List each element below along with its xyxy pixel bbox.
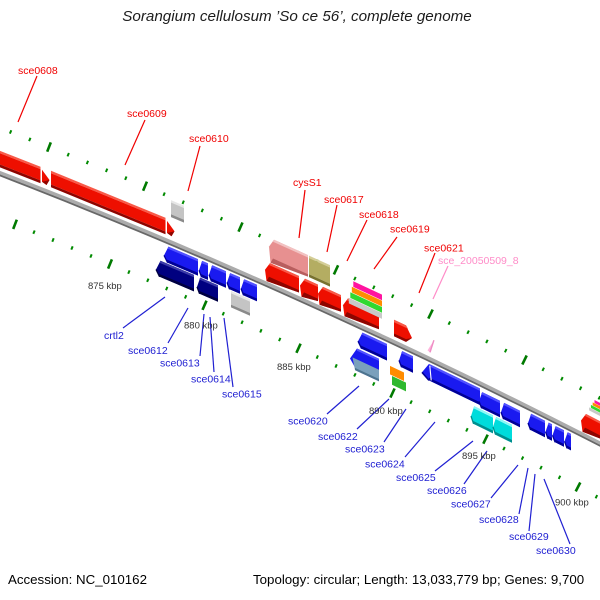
svg-text:sce_20050509_8: sce_20050509_8 [438, 255, 519, 267]
svg-text:880 kbp: 880 kbp [184, 321, 218, 332]
svg-text:sce0622: sce0622 [318, 431, 358, 443]
svg-text:sce0628: sce0628 [479, 514, 519, 526]
svg-text:Accession: NC_010162: Accession: NC_010162 [8, 572, 147, 587]
svg-text:sce0618: sce0618 [359, 209, 399, 221]
svg-text:crtl2: crtl2 [104, 330, 124, 342]
svg-text:900 kbp: 900 kbp [555, 498, 589, 509]
svg-text:885 kbp: 885 kbp [277, 362, 311, 373]
svg-text:sce0627: sce0627 [451, 499, 491, 511]
svg-text:sce0614: sce0614 [191, 374, 231, 386]
svg-text:sce0624: sce0624 [365, 459, 405, 471]
svg-text:sce0629: sce0629 [509, 531, 549, 543]
svg-text:sce0621: sce0621 [424, 243, 464, 255]
svg-text:sce0615: sce0615 [222, 389, 262, 401]
svg-text:895 kbp: 895 kbp [462, 451, 496, 462]
svg-text:sce0617: sce0617 [324, 194, 364, 206]
svg-text:sce0625: sce0625 [396, 472, 436, 484]
svg-text:sce0609: sce0609 [127, 108, 167, 120]
svg-text:sce0608: sce0608 [18, 65, 58, 77]
svg-text:sce0626: sce0626 [427, 485, 467, 497]
svg-text:875 kbp: 875 kbp [88, 281, 122, 292]
svg-text:sce0619: sce0619 [390, 224, 430, 236]
svg-text:cysS1: cysS1 [293, 177, 322, 189]
svg-text:sce0620: sce0620 [288, 416, 328, 428]
svg-text:sce0613: sce0613 [160, 358, 200, 370]
svg-text:890 kbp: 890 kbp [369, 406, 403, 417]
svg-text:sce0612: sce0612 [128, 345, 168, 357]
svg-text:sce0630: sce0630 [536, 545, 576, 557]
svg-text:Topology: circular; Length: 13: Topology: circular; Length: 13,033,779 b… [253, 572, 584, 587]
svg-text:sce0623: sce0623 [345, 444, 385, 456]
svg-text:Sorangium cellulosum ’So ce 56: Sorangium cellulosum ’So ce 56’, complet… [122, 8, 472, 25]
svg-text:sce0610: sce0610 [189, 133, 229, 145]
